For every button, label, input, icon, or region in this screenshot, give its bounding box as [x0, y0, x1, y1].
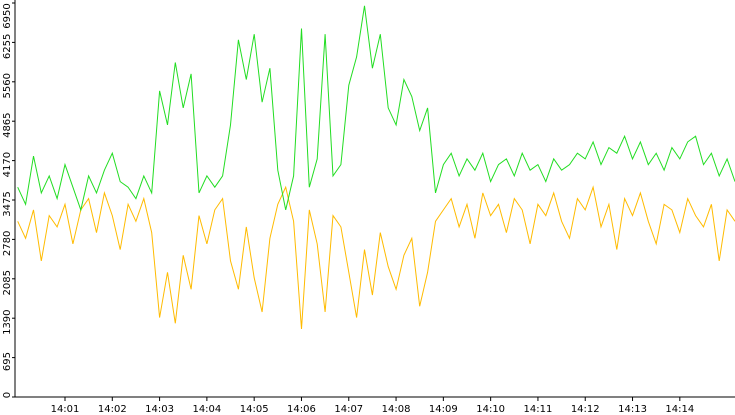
x-tick-label: 14:04 — [192, 404, 221, 415]
x-tick-label: 14:13 — [618, 404, 647, 415]
y-tick-label: 6950 — [2, 3, 13, 28]
y-tick-label: 695 — [2, 352, 13, 371]
x-tick-label: 14:05 — [240, 404, 269, 415]
y-tick-label: 3475 — [2, 191, 13, 216]
series-line — [17, 5, 735, 212]
y-tick-label: 0 — [2, 392, 13, 398]
y-tick-label: 1390 — [2, 309, 13, 334]
x-tick-label: 14:03 — [145, 404, 174, 415]
x-tick-label: 14:09 — [429, 404, 458, 415]
y-tick-label: 4170 — [2, 152, 13, 177]
y-tick-label: 5560 — [2, 73, 13, 98]
y-tick-label: 2085 — [2, 270, 13, 295]
y-tick-label: 4865 — [2, 112, 13, 137]
x-tick-label: 14:14 — [665, 404, 694, 415]
x-tick-label: 14:02 — [98, 404, 127, 415]
y-tick-label: 2780 — [2, 231, 13, 256]
x-tick-label: 14:08 — [382, 404, 411, 415]
x-tick-label: 14:11 — [524, 404, 553, 415]
x-tick-label: 14:10 — [476, 404, 505, 415]
x-tick-label: 14:01 — [51, 404, 80, 415]
x-tick-label: 14:07 — [334, 404, 363, 415]
x-tick-label: 14:12 — [571, 404, 600, 415]
x-tick-label: 14:06 — [287, 404, 316, 415]
y-tick-label: 6255 — [2, 34, 13, 59]
series-line — [17, 185, 735, 330]
